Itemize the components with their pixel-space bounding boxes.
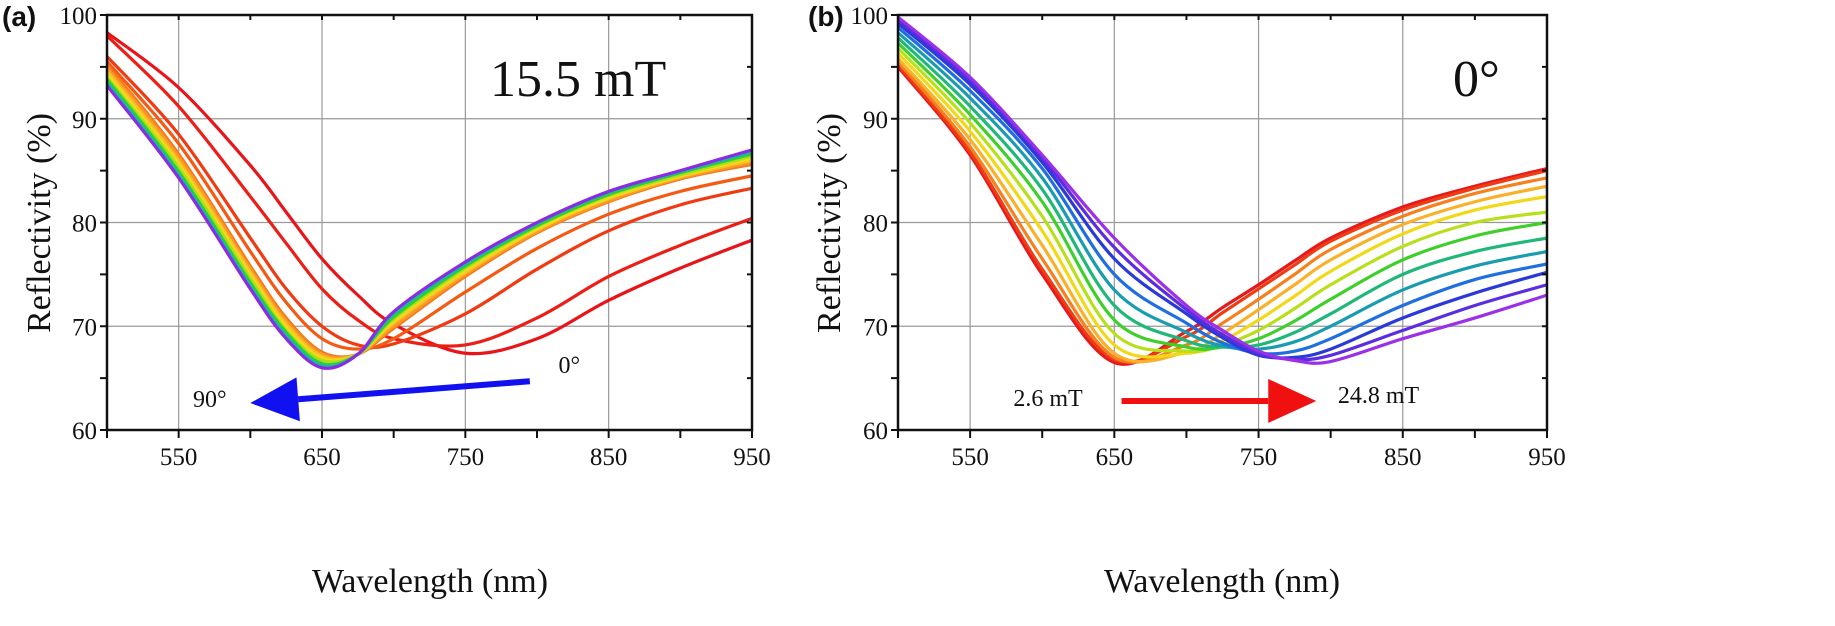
x-tick-label: 550 bbox=[951, 444, 989, 471]
series-line-1 bbox=[107, 34, 752, 348]
annotation-label: 0° bbox=[559, 353, 581, 379]
y-tick-label: 80 bbox=[72, 211, 97, 238]
y-tick-label: 60 bbox=[72, 418, 97, 445]
series-line-0 bbox=[107, 31, 752, 356]
x-tick-label: 550 bbox=[160, 444, 198, 471]
x-axis-label: Wavelength (nm) bbox=[1104, 563, 1340, 600]
series-line-9 bbox=[898, 26, 1547, 356]
arrow-head bbox=[250, 377, 300, 422]
panel-label: (a) bbox=[2, 1, 36, 32]
y-axis-label: Reflectivity (%) bbox=[21, 113, 58, 333]
series-line-11 bbox=[107, 84, 752, 370]
arrow-shaft bbox=[297, 378, 531, 403]
series-line-10 bbox=[898, 22, 1547, 360]
x-tick-label: 950 bbox=[733, 444, 771, 471]
y-tick-label: 60 bbox=[863, 418, 888, 445]
y-tick-label: 80 bbox=[863, 211, 888, 238]
x-axis-label: Wavelength (nm) bbox=[312, 563, 548, 600]
series-line-8 bbox=[898, 31, 1547, 351]
series-line-10 bbox=[107, 81, 752, 369]
series-line-8 bbox=[107, 76, 752, 364]
panel-label: (b) bbox=[808, 1, 844, 32]
arrow-head bbox=[1268, 378, 1317, 423]
x-tick-label: 650 bbox=[1096, 444, 1134, 471]
x-tick-label: 750 bbox=[1240, 444, 1278, 471]
series-line-12 bbox=[898, 15, 1547, 365]
y-axis-label: Reflectivity (%) bbox=[811, 113, 848, 333]
series-line-3 bbox=[107, 60, 752, 351]
panel-a: 550 650 750 850 950 60 70 80 90 100 0° 90° (a) 15.5… bbox=[2, 1, 771, 600]
chart-title: 15.5 mT bbox=[490, 51, 666, 108]
y-tick-label: 90 bbox=[863, 107, 888, 134]
chart-title: 0° bbox=[1453, 51, 1500, 108]
plot-area: 550 650 750 850 950 60 70 80 90 100 0° 90° bbox=[60, 3, 771, 471]
series-line-1 bbox=[898, 63, 1547, 364]
series-line-2 bbox=[898, 60, 1547, 364]
y-tick-label: 70 bbox=[72, 314, 97, 341]
plot-area: 550 650 750 850 950 60 70 80 90 100 2.6 mT 24.8 mT bbox=[851, 3, 1566, 471]
annotation-label: 24.8 mT bbox=[1338, 383, 1420, 409]
x-tick-label: 950 bbox=[1528, 444, 1566, 471]
series-line-4 bbox=[898, 52, 1547, 359]
x-tick-label: 850 bbox=[1384, 444, 1422, 471]
series-line-11 bbox=[898, 18, 1547, 362]
y-tick-label: 90 bbox=[72, 107, 97, 134]
x-tick-label: 650 bbox=[303, 444, 341, 471]
series-line-0 bbox=[898, 65, 1547, 366]
y-tick-label: 100 bbox=[60, 3, 98, 30]
x-tick-label: 850 bbox=[590, 444, 628, 471]
annotation-label: 2.6 mT bbox=[1013, 386, 1083, 412]
x-tick-label: 750 bbox=[447, 444, 485, 471]
annotation-label: 90° bbox=[193, 387, 227, 413]
y-tick-label: 100 bbox=[851, 3, 889, 30]
y-tick-label: 70 bbox=[863, 314, 888, 341]
